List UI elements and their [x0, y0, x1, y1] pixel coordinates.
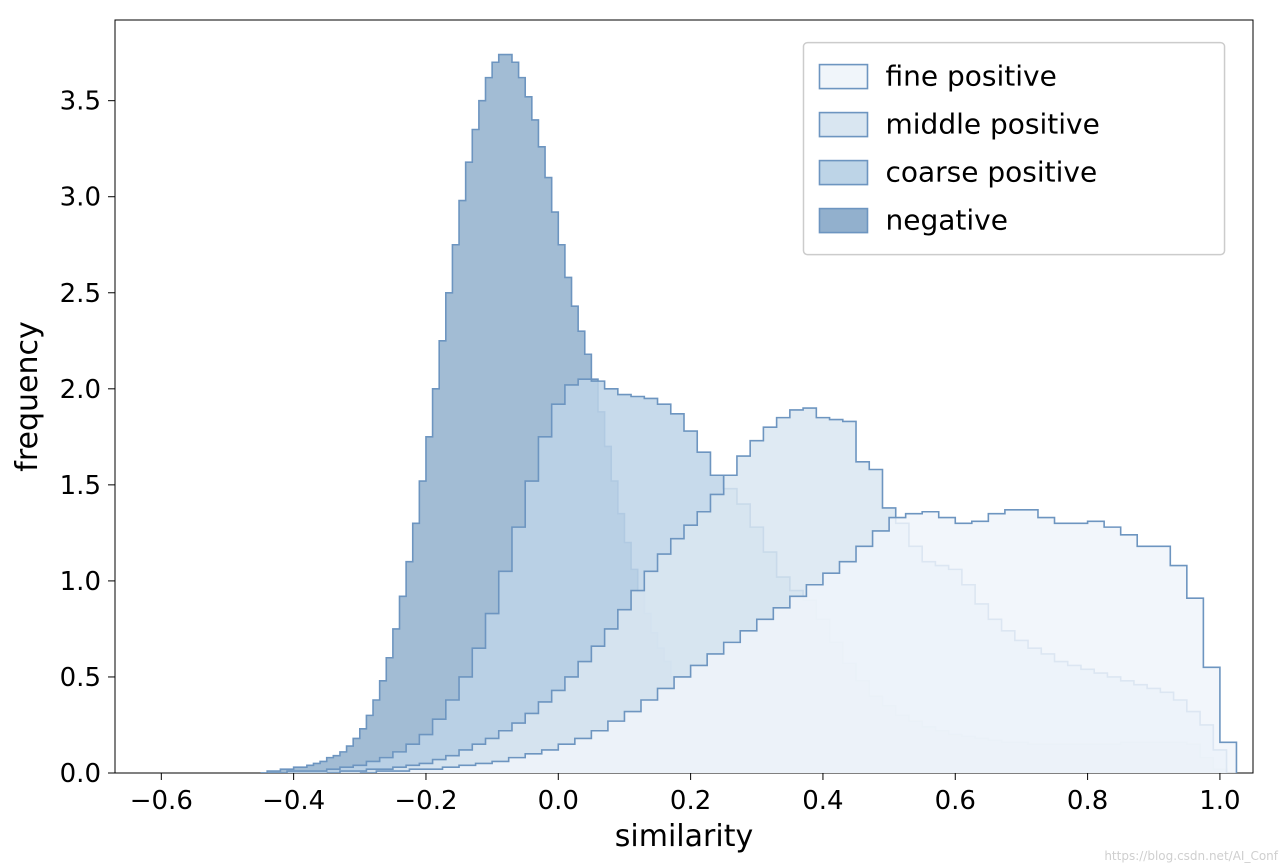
y-tick-label: 1.0 [60, 567, 101, 597]
y-tick-label: 0.0 [60, 759, 101, 789]
x-axis-label: similarity [615, 819, 753, 854]
legend-swatch [819, 161, 867, 185]
x-tick-label: 0.6 [935, 786, 976, 816]
chart-svg: −0.6 −0.4 −0.2 0.0 0.2 0.4 0.6 0.8 1.0 0.0 0.5 1.0 1… [0, 0, 1288, 868]
legend-swatch [819, 113, 867, 137]
y-tick-label: 0.5 [60, 663, 101, 693]
y-tick-label: 2.5 [60, 279, 101, 309]
legend-label: middle positive [885, 108, 1099, 141]
x-tick-label: 0.2 [670, 786, 711, 816]
y-tick-label: 2.0 [60, 375, 101, 405]
x-tick-label: −0.4 [262, 786, 325, 816]
watermark: https://blog.csdn.net/AI_Conf [1104, 849, 1278, 863]
y-tick-label: 3.5 [60, 87, 101, 117]
legend-label: fine positive [885, 60, 1056, 93]
x-tick-label: 0.8 [1067, 786, 1108, 816]
legend-swatch [819, 209, 867, 233]
x-tick-label: −0.2 [394, 786, 457, 816]
legend: fine positive middle positive coarse posit… [803, 43, 1224, 255]
y-tick-label: 1.5 [60, 471, 101, 501]
x-tick-label: 0.4 [802, 786, 843, 816]
legend-label: negative [885, 204, 1007, 237]
x-tick-label: 0.0 [538, 786, 579, 816]
x-tick-label: 1.0 [1199, 786, 1240, 816]
legend-label: coarse positive [885, 156, 1097, 189]
x-tick-label: −0.6 [130, 786, 193, 816]
y-axis-label: frequency [10, 321, 45, 471]
legend-swatch [819, 65, 867, 89]
histogram-chart: −0.6 −0.4 −0.2 0.0 0.2 0.4 0.6 0.8 1.0 0.0 0.5 1.0 1… [0, 0, 1288, 868]
y-tick-label: 3.0 [60, 183, 101, 213]
